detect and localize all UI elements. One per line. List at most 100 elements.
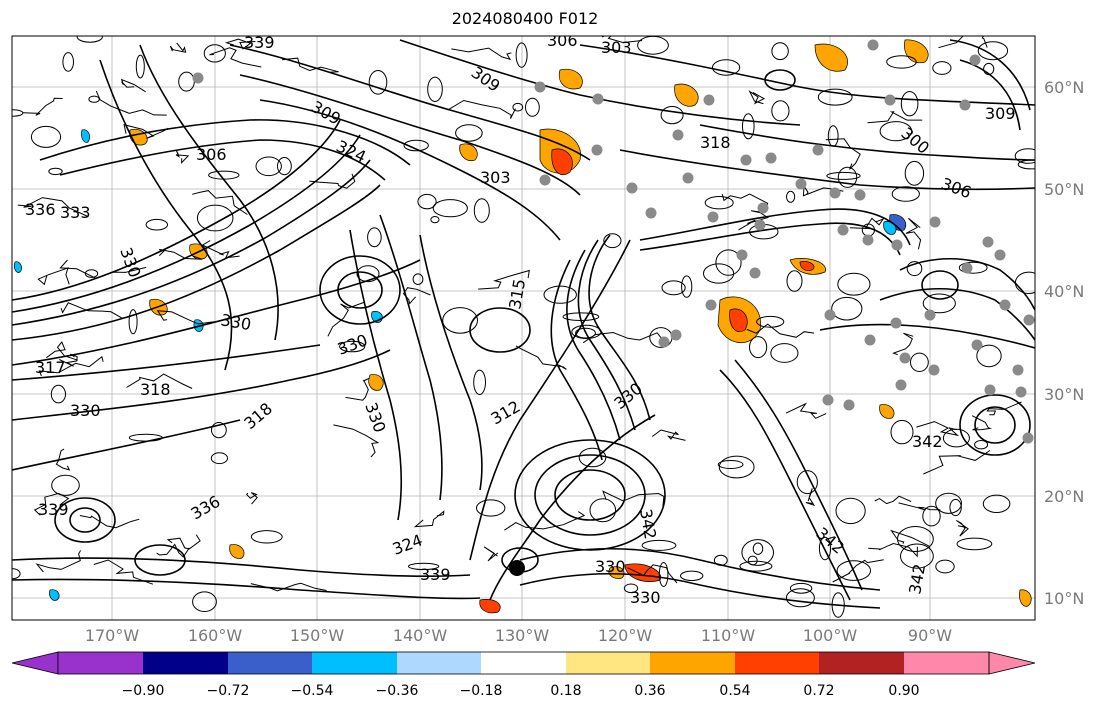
wiggle-contour: [22, 97, 63, 116]
small-contour: [982, 494, 1011, 513]
small-contour: [210, 452, 228, 465]
grey-marker: [757, 202, 769, 214]
small-contour: [983, 62, 995, 76]
colorbar-tick: 0.18: [550, 683, 582, 699]
contour-label: 315: [505, 277, 529, 310]
wiggle-contour: [93, 559, 154, 585]
colorbar-extend-high: [988, 651, 1036, 675]
small-contour: [796, 470, 818, 495]
wiggle-contour: [60, 302, 123, 319]
small-contour: [713, 554, 728, 566]
colorbar-tick: −0.72: [206, 683, 250, 699]
wiggle-contour: [971, 415, 993, 431]
colorbar-segment: [819, 652, 904, 674]
small-contour: [128, 309, 138, 335]
small-contour: [430, 216, 440, 224]
lon-label-150: 150°W: [289, 626, 345, 645]
grey-marker: [192, 72, 204, 84]
map-frame: [11, 35, 1036, 621]
wiggle-contour: [905, 217, 922, 250]
colorbar: [11, 651, 1036, 675]
wiggle-contour: [126, 373, 193, 389]
wiggle-contour: [224, 38, 256, 50]
small-contour: [12, 109, 24, 117]
small-contour: [145, 218, 169, 231]
wiggle-contour: [785, 402, 827, 419]
colorbar-segment: [904, 652, 989, 674]
small-contour: [211, 422, 227, 439]
grey-marker: [867, 39, 879, 51]
small-contour: [906, 261, 923, 277]
wiggle-contour: [79, 515, 140, 529]
wiggle-contour: [46, 341, 78, 361]
grey-marker: [703, 94, 715, 106]
small-contour: [623, 583, 639, 594]
grey-marker: [1023, 314, 1035, 326]
contour-label: 309: [985, 104, 1016, 123]
small-contour: [76, 36, 103, 43]
wiggle-contour: [402, 287, 431, 305]
wiggle-contour: [175, 149, 190, 164]
small-contour: [785, 588, 815, 608]
colorbar-segment: [397, 652, 481, 674]
wiggle-contour: [37, 267, 70, 286]
grey-marker: [829, 187, 841, 199]
colorbar-tick: −0.36: [375, 683, 419, 699]
contour-label: 333: [60, 203, 91, 222]
grey-marker: [749, 267, 761, 279]
contour-label: 339: [420, 565, 451, 584]
small-contour: [660, 106, 684, 125]
wiggle-contour: [956, 519, 969, 537]
small-contour: [770, 343, 799, 363]
grey-marker: [658, 336, 670, 348]
grey-marker: [891, 239, 903, 251]
grey-marker: [843, 399, 855, 411]
grey-marker: [539, 174, 551, 186]
wiggle-contour: [898, 502, 941, 511]
small-contour: [339, 340, 366, 353]
grey-marker: [999, 299, 1011, 311]
graticule: [12, 36, 1035, 620]
small-contour: [203, 44, 226, 63]
small-contour: [891, 186, 920, 202]
lon-label-140: 140°W: [392, 626, 448, 645]
small-contour: [712, 59, 741, 76]
contour-label: 336: [188, 492, 224, 524]
lon-label-130: 130°W: [494, 626, 550, 645]
wiggle-contour: [333, 424, 380, 458]
lon-label-100: 100°W: [802, 626, 858, 645]
wiggle-contour: [923, 450, 991, 475]
small-contour: [1014, 271, 1035, 294]
small-contour: [958, 261, 988, 274]
small-contour: [771, 42, 789, 61]
small-contour: [50, 384, 67, 404]
small-contour: [752, 542, 764, 555]
colorbar-tick: 0.36: [634, 683, 666, 699]
colorbar-tick: −0.90: [121, 683, 165, 699]
wiggle-contour: [55, 448, 71, 471]
small-contour: [835, 497, 866, 525]
grey-marker: [645, 207, 657, 219]
grey-marker: [670, 329, 682, 341]
grey-marker: [705, 299, 717, 311]
lon-label-90: 90°W: [907, 626, 953, 645]
wiggle-contour: [123, 124, 169, 139]
small-contour: [837, 166, 858, 188]
grey-marker: [534, 81, 546, 93]
grey-marker: [740, 154, 752, 166]
small-contour: [935, 492, 962, 514]
contour-label: 306: [196, 145, 227, 164]
small-contour: [417, 193, 437, 210]
small-contour: [741, 539, 775, 566]
small-contour: [789, 582, 813, 594]
grey-marker: [969, 54, 981, 66]
contour-label: 330: [630, 588, 661, 607]
wiggle-contour: [601, 36, 643, 44]
wiggle-contour: [652, 429, 686, 441]
small-contour: [368, 70, 388, 95]
wiggle-contour: [192, 190, 248, 215]
lat-label-30: 30°N: [1044, 385, 1085, 404]
small-contour: [432, 199, 468, 218]
small-contour: [818, 536, 832, 561]
wiggle-contour: [916, 421, 960, 437]
